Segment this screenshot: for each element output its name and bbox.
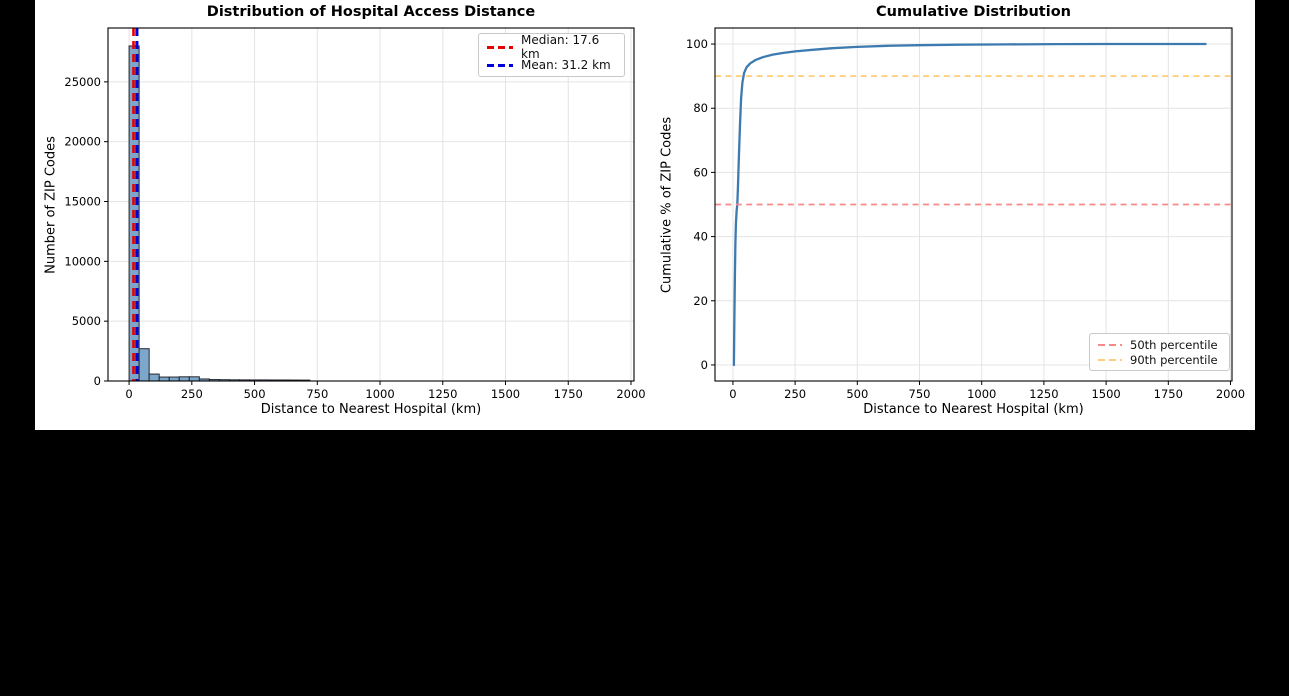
y-tick-label: 5000: [72, 314, 101, 328]
legend-item-50th-percentile: 50th percentile: [1098, 337, 1221, 352]
percentile-50-swatch: [1098, 343, 1122, 346]
mean-line-swatch: [487, 63, 513, 67]
left-chart-title: Distribution of Hospital Access Distance: [206, 4, 536, 20]
legend-label-mean: Mean: 31.2 km: [521, 58, 611, 72]
x-tick-label: 1250: [1029, 387, 1058, 401]
y-tick-label: 40: [693, 230, 708, 244]
x-tick-label: 1500: [491, 387, 520, 401]
y-tick-label: 0: [701, 358, 708, 372]
x-tick-label: 250: [784, 387, 806, 401]
y-tick-label: 0: [94, 374, 101, 388]
x-tick-label: 1500: [1091, 387, 1120, 401]
legend-item-mean: Mean: 31.2 km: [487, 57, 616, 73]
histogram-bar: [138, 348, 150, 382]
right-x-axis-label: Distance to Nearest Hospital (km): [863, 402, 1084, 417]
right-chart-legend: 50th percentile 90th percentile: [1089, 333, 1230, 371]
x-tick-label: 500: [244, 387, 266, 401]
legend-label-90th: 90th percentile: [1130, 352, 1218, 367]
plot-border: [107, 27, 635, 382]
legend-label-median: Median: 17.6 km: [521, 33, 600, 61]
y-tick-label: 80: [693, 101, 708, 115]
median-line-swatch: [487, 45, 513, 49]
x-tick-label: 500: [846, 387, 868, 401]
x-tick-label: 1000: [365, 387, 394, 401]
percentile-90-swatch: [1098, 358, 1122, 361]
histogram-bar: [158, 376, 170, 382]
x-tick-label: 1250: [428, 387, 457, 401]
histogram-bar: [178, 376, 190, 382]
y-tick-label: 25000: [64, 75, 101, 89]
x-tick-label: 750: [306, 387, 328, 401]
x-tick-label: 1000: [967, 387, 996, 401]
figure-canvas: 0 250 500 750 1000 1250 1500 1750 2000 0 5000 10000…: [35, 0, 1255, 430]
legend-item-median: Median: 17.6 km: [487, 33, 616, 61]
y-tick-label: 60: [693, 165, 708, 179]
plot-border: [714, 27, 1233, 382]
x-tick-label: 250: [181, 387, 203, 401]
histogram-bar: [188, 376, 200, 382]
x-tick-label: 2000: [1216, 387, 1245, 401]
left-chart-legend: Median: 17.6 km Mean: 31.2 km: [478, 33, 625, 77]
x-tick-label: 1750: [554, 387, 583, 401]
plots-svg: 0 250 500 750 1000 1250 1500 1750 20000500010000…: [64, 27, 1245, 401]
right-y-axis-label: Cumulative % of ZIP Codes: [659, 116, 675, 294]
left-x-axis-label: Distance to Nearest Hospital (km): [260, 402, 482, 417]
y-tick-label: 100: [686, 37, 708, 51]
x-tick-label: 0: [729, 387, 736, 401]
right-chart-title: Cumulative Distribution: [876, 4, 1071, 20]
cumulative-line: [732, 42, 1207, 367]
histogram-bar: [148, 373, 160, 382]
y-tick-label: 15000: [64, 195, 101, 209]
x-tick-label: 2000: [616, 387, 645, 401]
legend-item-90th-percentile: 90th percentile: [1098, 352, 1221, 367]
left-y-axis-label: Number of ZIP Codes: [43, 136, 59, 274]
y-tick-label: 20: [693, 294, 708, 308]
histogram-bar: [168, 376, 180, 382]
x-tick-label: 1750: [1154, 387, 1183, 401]
legend-label-50th: 50th percentile: [1130, 337, 1218, 352]
y-tick-label: 10000: [64, 254, 101, 268]
x-tick-label: 0: [125, 387, 132, 401]
x-tick-label: 750: [909, 387, 931, 401]
y-tick-label: 20000: [64, 135, 101, 149]
